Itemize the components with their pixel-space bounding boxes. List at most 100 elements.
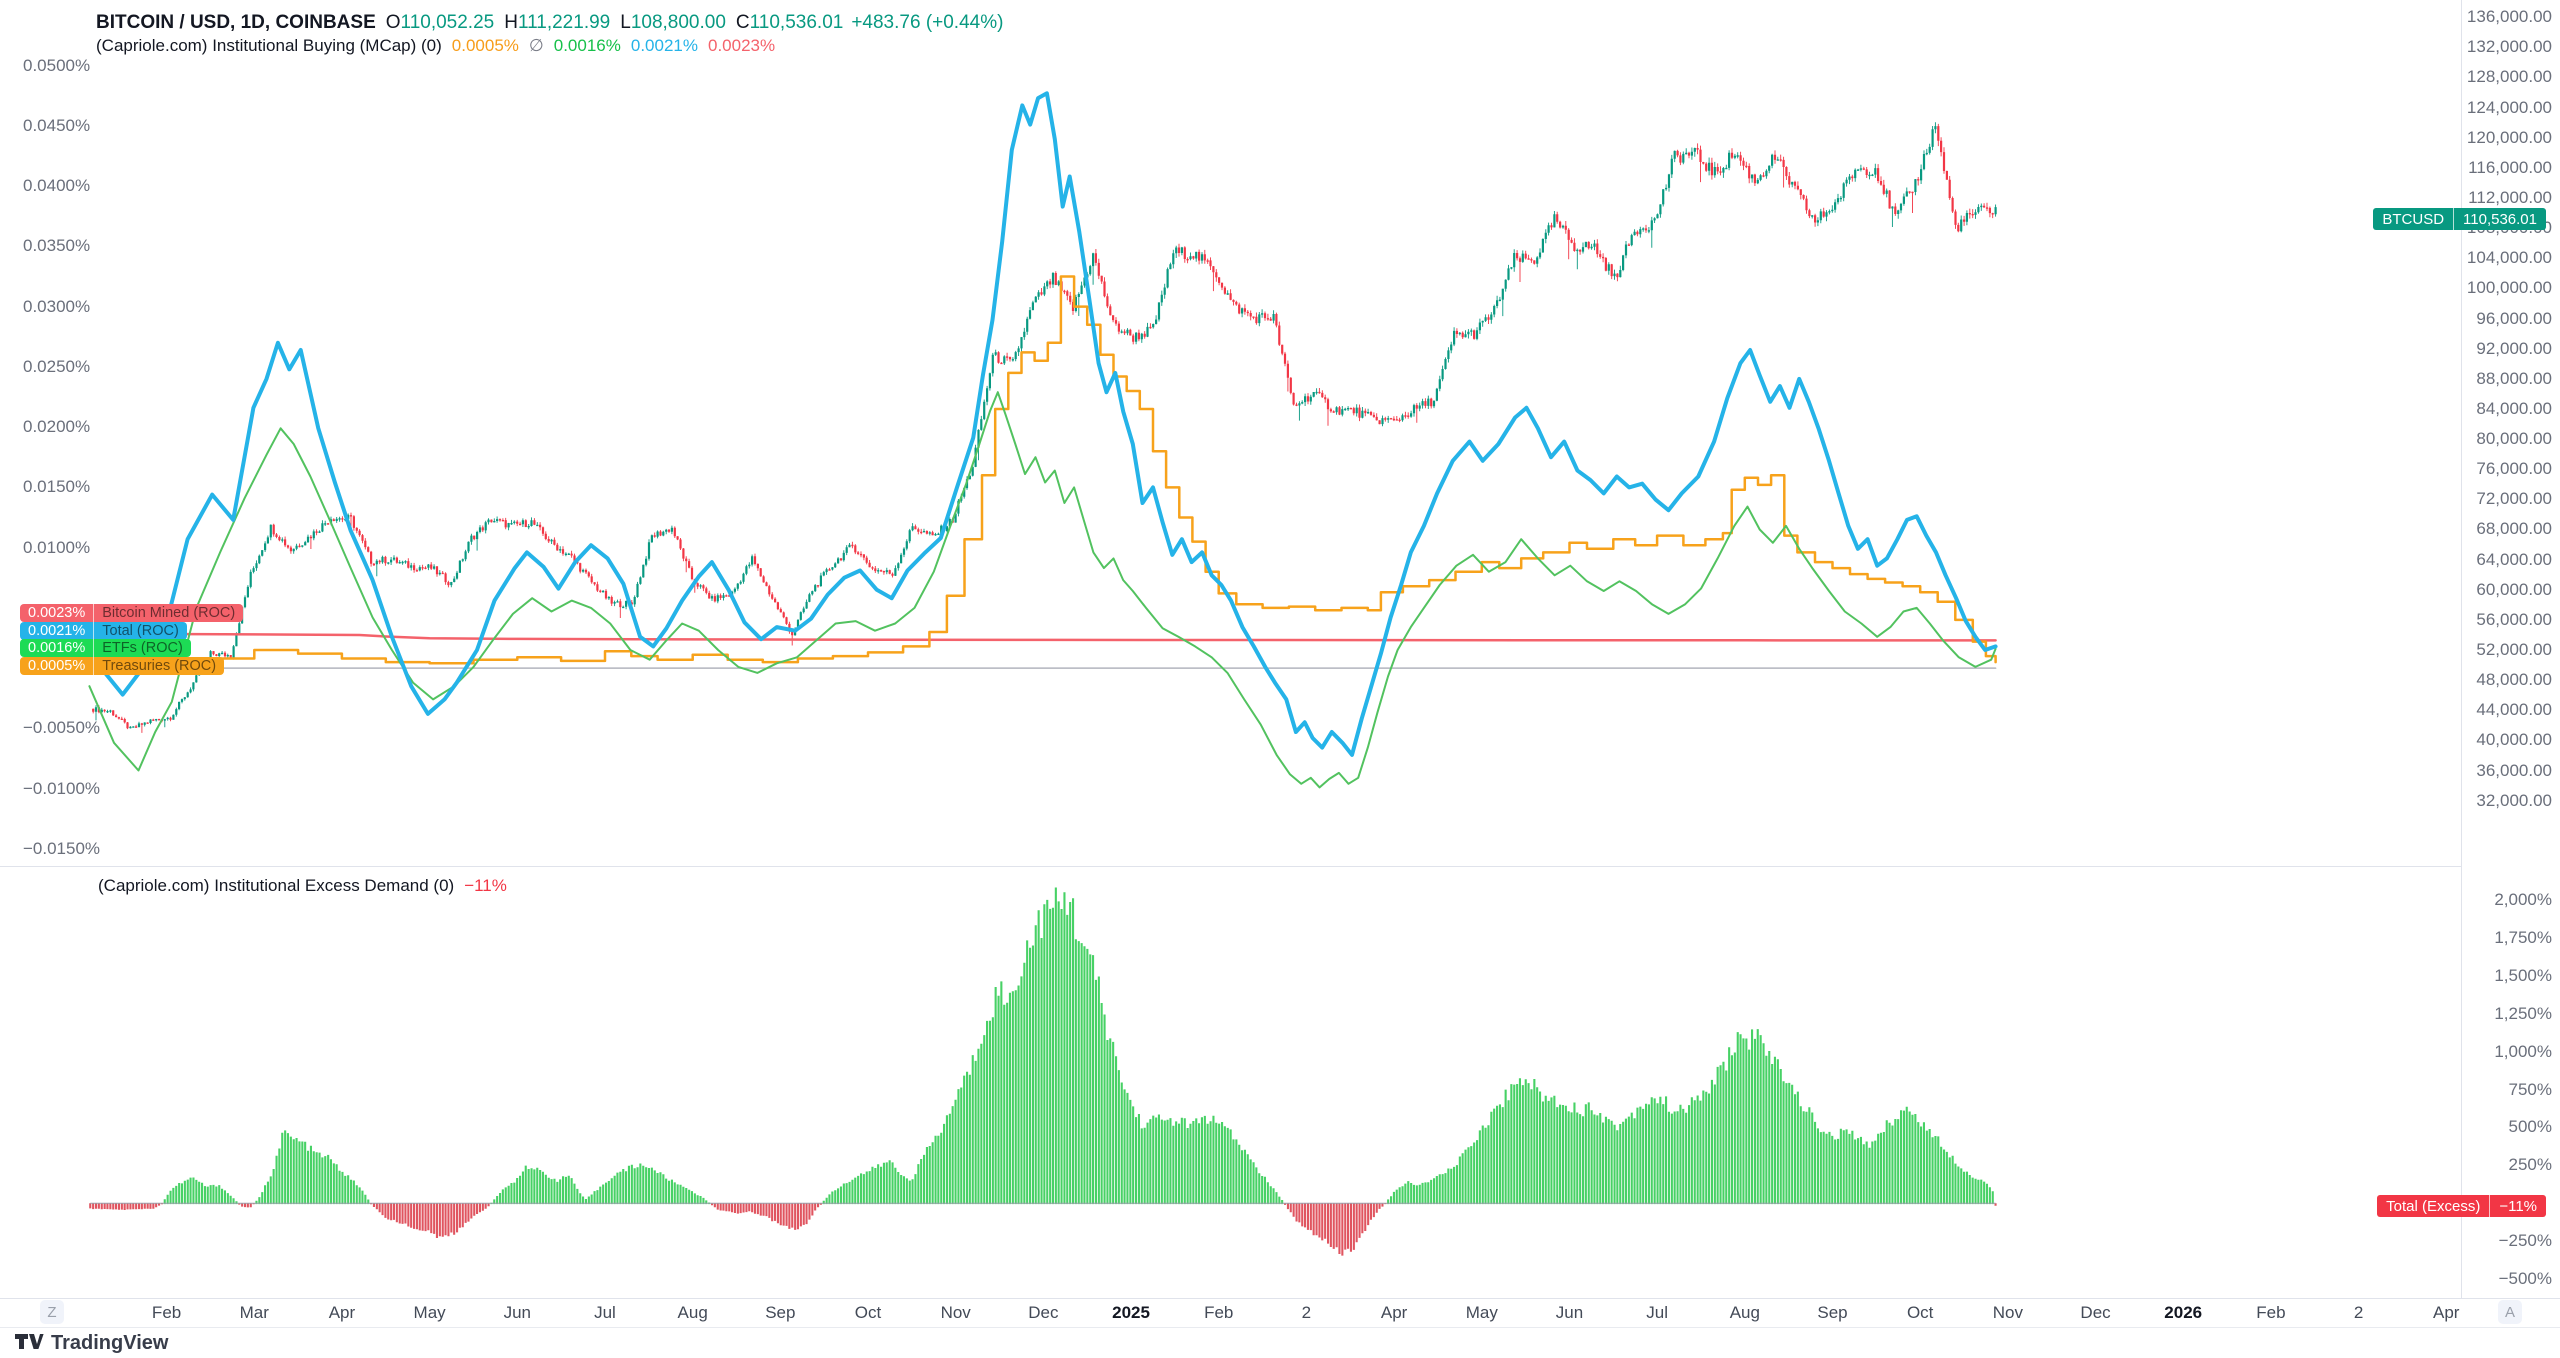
excess-axis-tick: 1,000%	[2494, 1041, 2552, 1061]
right-axis-tick: 124,000.00	[2466, 97, 2552, 117]
time-axis-label: Aug	[677, 1303, 708, 1322]
ohlc-label: O	[385, 12, 401, 33]
time-axis-label: 2	[2353, 1303, 2364, 1322]
right-axis-tick: 96,000.00	[2476, 308, 2552, 328]
indicator-value: 0.0023%	[707, 36, 776, 55]
excess-axis-tick: 500%	[2508, 1117, 2552, 1137]
price-badge-symbol: BTCUSD	[2373, 208, 2455, 230]
time-axis-label: Oct	[1906, 1303, 1934, 1322]
ohlc-values: O110,052.25 H111,221.99 L108,800.00 C110,53…	[376, 12, 844, 33]
time-axis-label: Sep	[1817, 1303, 1848, 1322]
legend-chip-value: 0.0005%	[20, 656, 95, 675]
legend-chip-label: Total (ROC)	[94, 621, 187, 640]
time-axis-label: Jun	[1555, 1303, 1584, 1322]
tradingview-logo[interactable]: TradingView	[14, 1332, 168, 1355]
indicator-values: 0.0005% ∅ 0.0016% 0.0021% 0.0023%	[442, 36, 775, 55]
right-axis-tick: 116,000.00	[2468, 157, 2552, 177]
right-axis-tick: 48,000.00	[2476, 670, 2552, 690]
excess-axis-tick: 1,750%	[2494, 927, 2552, 947]
right-axis-tick: 136,000.00	[2466, 7, 2552, 27]
pane-frame	[0, 0, 2560, 1328]
series-bitcoin-mined-roc-	[89, 632, 1997, 642]
legend-chip-etfs-roc-[interactable]: 0.0016% ETFs (ROC)	[20, 639, 191, 658]
timeline-left-button[interactable]: Z	[40, 1300, 64, 1324]
ohlc-value: 110,536.01	[749, 12, 844, 33]
price-badge-value: 110,536.01	[2454, 208, 2546, 230]
right-axis-tick: 32,000.00	[2476, 790, 2552, 810]
indicator-lines	[87, 91, 1998, 789]
left-axis-tick: −0.0050%	[23, 718, 101, 738]
legend-chip-treasuries-roc-[interactable]: 0.0005% Treasuries (ROC)	[20, 656, 225, 675]
time-axis-label: 2026	[2164, 1303, 2203, 1322]
time-axis-label: 2	[1301, 1303, 1312, 1322]
time-axis-label: May	[413, 1303, 446, 1322]
series-treasuries-roc-	[89, 275, 1997, 665]
right-axis-tick: 40,000.00	[2476, 730, 2552, 750]
change-value: +483.76 (+0.44%)	[851, 12, 1004, 33]
indicator-title[interactable]: (Capriole.com) Institutional Buying (MCa…	[96, 36, 442, 55]
time-axis-label: Jun	[503, 1303, 532, 1322]
ohlc-value: 110,052.25	[400, 12, 495, 33]
time-axis-label: 2025	[1112, 1303, 1150, 1322]
excess-badge-label: Total (Excess)	[2377, 1195, 2491, 1217]
indicator-value: 0.0005%	[451, 36, 519, 55]
legend-chip-total-roc-[interactable]: 0.0021% Total (ROC)	[20, 621, 187, 640]
right-axis-tick: 76,000.00	[2476, 459, 2552, 479]
left-axis-tick: 0.0300%	[23, 296, 91, 316]
right-axis-tick: 72,000.00	[2476, 489, 2552, 509]
left-axis-tick: 0.0400%	[23, 176, 91, 196]
right-axis-tick: 64,000.00	[2476, 549, 2552, 569]
last-price-badge[interactable]: BTCUSD 110,536.01	[2373, 208, 2546, 230]
excess-axis-tick: 2,000%	[2494, 890, 2552, 909]
right-axis-tick: 80,000.00	[2476, 429, 2552, 449]
indicator-value: ∅	[528, 36, 544, 55]
excess-demand-histogram	[89, 887, 1997, 1256]
excess-demand-header: (Capriole.com) Institutional Excess Dema…	[98, 876, 507, 896]
right-axis-tick: 132,000.00	[2466, 37, 2552, 57]
series-total-roc-	[87, 91, 1998, 757]
excess-value-badge[interactable]: Total (Excess) −11%	[2377, 1195, 2546, 1217]
time-axis-label: Feb	[2256, 1303, 2286, 1322]
legend-chip-bitcoin-mined-roc-[interactable]: 0.0023% Bitcoin Mined (ROC)	[20, 604, 244, 622]
right-axis-tick: 36,000.00	[2476, 760, 2552, 780]
left-axis-tick: −0.0100%	[23, 778, 101, 798]
excess-axis-tick: 250%	[2508, 1155, 2552, 1175]
time-axis-label: Feb	[1204, 1303, 1234, 1322]
indicator-header: (Capriole.com) Institutional Buying (MCa…	[96, 36, 775, 56]
right-axis-tick: 104,000.00	[2466, 248, 2552, 268]
right-axis-tick: 60,000.00	[2476, 579, 2552, 599]
right-axis-tick: 44,000.00	[2476, 700, 2552, 720]
indicator-value: 0.0016%	[553, 36, 621, 55]
time-axis-label: Apr	[2433, 1303, 2460, 1322]
right-axis-tick: 88,000.00	[2476, 368, 2552, 388]
symbol-title[interactable]: BITCOIN / USD, 1D, COINBASE	[96, 12, 376, 33]
ohlc-value: 108,800.00	[630, 12, 726, 33]
time-axis-label: Aug	[1729, 1303, 1760, 1322]
time-axis-label: Apr	[1380, 1303, 1408, 1322]
left-axis-tick: 0.0250%	[23, 356, 91, 376]
legend-chip-label: Treasuries (ROC)	[94, 656, 225, 675]
ohlc-label: L	[620, 12, 631, 33]
tradingview-logo-text: TradingView	[51, 1332, 169, 1354]
right-axis-tick: 100,000.00	[2466, 278, 2552, 298]
left-axis-tick: 0.0350%	[23, 236, 91, 256]
right-axis-tick: 52,000.00	[2476, 640, 2552, 660]
right-axis-tick: 68,000.00	[2476, 519, 2552, 539]
legend-chip-value: 0.0016%	[20, 639, 95, 658]
right-axis-tick: 92,000.00	[2476, 338, 2552, 358]
timeline-right-button[interactable]: A	[2498, 1300, 2522, 1324]
ohlc-label: H	[504, 12, 518, 33]
excess-badge-value: −11%	[2490, 1195, 2546, 1217]
ohlc-label: C	[735, 12, 750, 33]
legend-chip-value: 0.0021%	[20, 621, 95, 640]
right-axis-tick: 56,000.00	[2476, 609, 2552, 629]
right-axis-tick: 112,000.00	[2468, 187, 2552, 207]
time-axis-label: May	[1465, 1303, 1498, 1322]
time-axis-label: Sep	[765, 1303, 796, 1322]
time-axis-label: Nov	[1992, 1303, 2023, 1322]
excess-demand-title[interactable]: (Capriole.com) Institutional Excess Dema…	[98, 876, 455, 895]
left-axis-tick: 0.0150%	[23, 477, 91, 497]
left-axis-tick: 0.0450%	[23, 115, 91, 135]
